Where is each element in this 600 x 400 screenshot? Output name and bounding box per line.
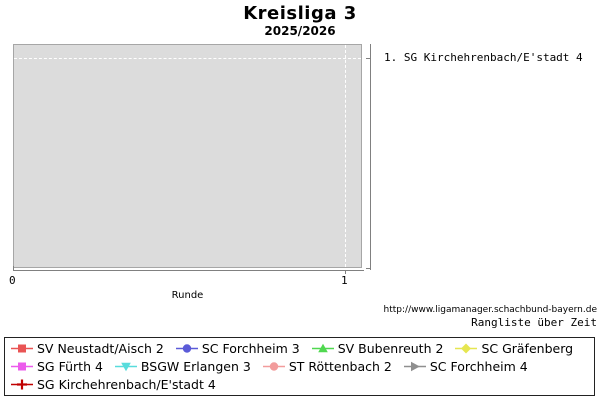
x-tick-label-0: 0 (9, 274, 16, 287)
legend-item-bsgw-erlangen-3: BSGW Erlangen 3 (114, 359, 251, 374)
legend-item-sc-graefenberg: SC Gräfenberg (455, 341, 573, 356)
legend-label: SC Gräfenberg (481, 341, 574, 357)
legend-label: SG Kirchehrenbach/E'stadt 4 (37, 376, 216, 392)
legend-box: SV Neustadt/Aisch 2 SC Forchheim 3 SV Bu… (4, 337, 595, 396)
legend-label: BSGW Erlangen 3 (140, 359, 251, 374)
x-axis-tick-1 (345, 270, 346, 274)
circle-marker-icon (262, 362, 285, 371)
chart-caption: Rangliste über Zeit (471, 316, 597, 329)
gridline-runde-1 (345, 45, 346, 267)
square-marker-icon (11, 362, 33, 371)
chart-subtitle: 2025/2026 (264, 24, 336, 38)
diamond-marker-icon (455, 343, 478, 354)
right-rank-axis (370, 44, 371, 270)
triangle-right-marker-icon (403, 361, 426, 372)
legend-item-sc-forchheim-4: SC Forchheim 4 (403, 359, 528, 374)
legend-label: SC Forchheim 3 (201, 341, 300, 357)
legend-row-3: SG Kirchehrenbach/E'stadt 4 (11, 375, 588, 393)
legend-row-1: SV Neustadt/Aisch 2 SC Forchheim 3 SV Bu… (11, 340, 588, 358)
square-marker-icon (11, 344, 33, 353)
circle-marker-icon (175, 344, 198, 354)
legend-item-sg-kirchehrenbach-estadt-4: SG Kirchehrenbach/E'stadt 4 (11, 377, 216, 392)
legend-label: SG Fürth 4 (37, 359, 103, 374)
right-rank-axis-tick (366, 58, 370, 59)
source-url-text: http://www.ligamanager.schachbund-bayern… (383, 305, 597, 315)
x-axis-label: Runde (171, 290, 204, 301)
legend-label: SV Neustadt/Aisch 2 (37, 341, 164, 357)
triangle-up-marker-icon (311, 344, 334, 353)
legend-label: ST Röttenbach 2 (288, 359, 392, 374)
right-rank-axis-foot (366, 268, 370, 269)
legend-item-sc-forchheim-3: SC Forchheim 3 (175, 341, 300, 357)
x-tick-label-1: 1 (341, 274, 348, 287)
legend-item-sv-neustadt-aisch-2: SV Neustadt/Aisch 2 (11, 341, 164, 356)
plus-marker-icon (11, 379, 33, 390)
gridline-rank-1 (14, 58, 361, 59)
plot-area (13, 44, 362, 268)
chart-title: Kreisliga 3 (243, 3, 357, 24)
triangle-down-marker-icon (114, 362, 137, 372)
legend-item-st-roettenbach-2: ST Röttenbach 2 (262, 359, 392, 374)
legend-label: SV Bubenreuth 2 (337, 341, 444, 357)
legend-row-2: SG Fürth 4 BSGW Erlangen 3 ST Röttenbach… (11, 358, 588, 376)
legend-item-sg-fuerth-4: SG Fürth 4 (11, 359, 103, 374)
rank-1-team-label: 1. SG Kirchehrenbach/E'stadt 4 (384, 51, 583, 64)
x-axis (13, 270, 364, 271)
legend-item-sv-bubenreuth-2: SV Bubenreuth 2 (311, 341, 444, 357)
x-axis-tick-0 (13, 266, 14, 270)
legend-label: SC Forchheim 4 (429, 359, 528, 374)
